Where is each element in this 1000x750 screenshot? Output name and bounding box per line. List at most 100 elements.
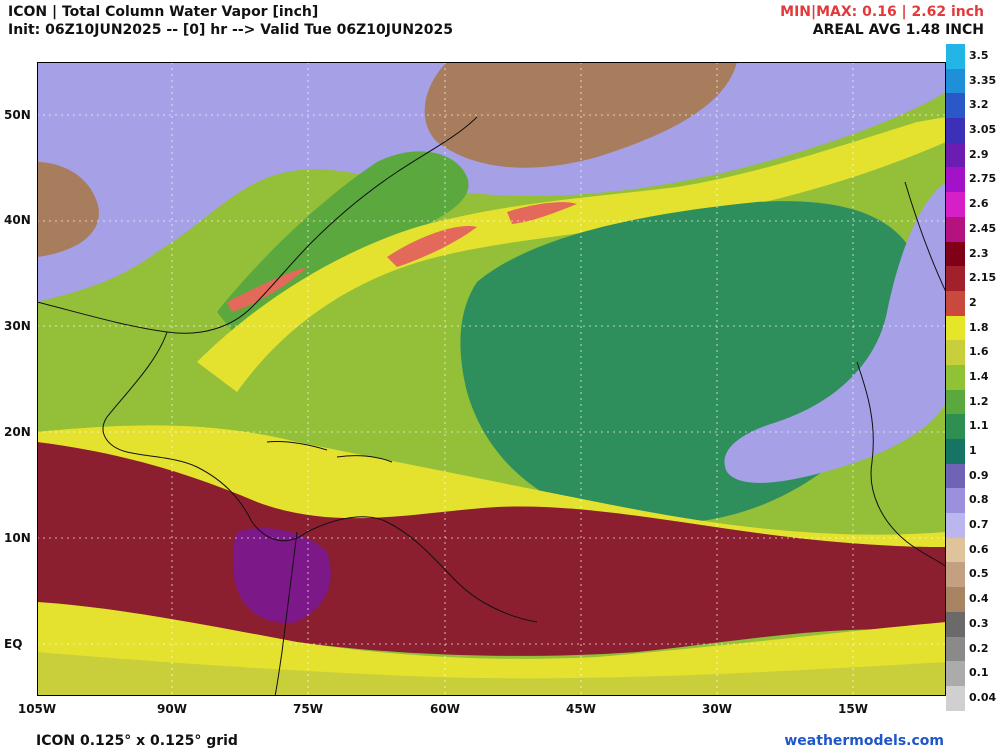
color-scale-swatch <box>946 513 965 538</box>
color-scale-step: 1.8 <box>946 315 1000 341</box>
color-scale-label: 2.9 <box>969 147 989 161</box>
color-scale-swatch <box>946 537 965 563</box>
lat-label-eq: EQ <box>4 637 23 651</box>
color-scale-label: 2.6 <box>969 197 989 211</box>
color-scale-label: 3.5 <box>969 49 989 62</box>
color-scale-label: 1.2 <box>969 394 989 408</box>
lat-label-10n: 10N <box>4 531 31 545</box>
color-scale-swatch <box>946 661 965 686</box>
lon-label-45w: 45W <box>566 702 596 716</box>
southern-green-edge <box>37 652 946 696</box>
color-scale-step: 0.8 <box>946 488 1000 514</box>
color-scale-label: 0.9 <box>969 468 989 482</box>
lon-label-90w: 90W <box>157 702 187 716</box>
color-scale-swatch <box>946 389 965 415</box>
map-frame <box>37 62 946 696</box>
lon-label-75w: 75W <box>293 702 323 716</box>
color-scale-label: 2.3 <box>969 246 989 260</box>
lon-label-60w: 60W <box>430 702 460 716</box>
color-scale-step: 1.2 <box>946 389 1000 415</box>
color-scale-label: 3.2 <box>969 98 989 112</box>
color-scale-step: 0.04 <box>946 685 1000 711</box>
dry-plume-east <box>724 182 946 483</box>
dry-brown-central-us <box>37 162 99 257</box>
color-scale-label: 0.4 <box>969 592 989 606</box>
color-scale-step: 0.2 <box>946 636 1000 662</box>
map-subtitle: Init: 06Z10JUN2025 -- [0] hr --> Valid T… <box>8 22 453 38</box>
color-scale-swatch <box>946 167 965 193</box>
color-scale-step: 1.1 <box>946 414 1000 439</box>
color-scale-step: 0.9 <box>946 463 1000 489</box>
color-scale-label: 1 <box>969 444 977 457</box>
color-scale-label: 0.04 <box>969 690 997 704</box>
color-scale-swatch <box>946 68 965 94</box>
color-scale-swatch <box>946 636 965 662</box>
color-scale-label: 1.8 <box>969 320 989 334</box>
color-scale-step: 0.7 <box>946 513 1000 538</box>
salmon-streak-3 <box>227 267 307 312</box>
color-scale-swatch <box>946 216 965 242</box>
color-scale-step: 1.4 <box>946 364 1000 390</box>
color-scale-label: 0.2 <box>969 641 989 655</box>
color-scale-label: 3.35 <box>969 73 997 87</box>
color-scale-step: 0.5 <box>946 562 1000 588</box>
color-scale-step: 2.45 <box>946 216 1000 242</box>
color-scale-swatch <box>946 266 965 291</box>
color-scale-label: 2.75 <box>969 172 997 186</box>
lat-label-20n: 20N <box>4 425 31 439</box>
dry-brown-north-atlantic <box>424 62 737 168</box>
color-scale-swatch <box>946 142 965 168</box>
lon-label-15w: 15W <box>838 702 868 716</box>
color-scale-step: 2.15 <box>946 266 1000 291</box>
color-scale-step: 2.6 <box>946 192 1000 217</box>
color-scale-step: 2.9 <box>946 142 1000 168</box>
color-scale-label: 2.15 <box>969 271 997 285</box>
map-canvas <box>37 62 946 696</box>
color-scale-step: 2.75 <box>946 167 1000 193</box>
color-scale-step: 2 <box>946 290 1000 316</box>
salmon-streak-2 <box>507 202 577 224</box>
color-scale-swatch <box>946 685 965 711</box>
color-scale-swatch <box>946 118 965 143</box>
graticule <box>37 62 946 696</box>
color-scale-label: 0.6 <box>969 542 989 556</box>
color-scale-step: 3.35 <box>946 68 1000 94</box>
grid-resolution-note: ICON 0.125° x 0.125° grid <box>36 733 238 749</box>
map-title: ICON | Total Column Water Vapor [inch] <box>8 4 319 20</box>
min-max-readout: MIN|MAX: 0.16 | 2.62 inch <box>780 4 984 20</box>
source-credit: weathermodels.com <box>784 733 944 749</box>
color-scale-swatch <box>946 562 965 588</box>
color-scale-swatch <box>946 414 965 439</box>
color-scale-swatch <box>946 463 965 489</box>
color-scale-swatch <box>946 364 965 390</box>
color-scale-legend: 3.5 3.35 3.2 3.05 2.9 2.75 2.6 2.45 2.3 2.15 2 1.8 1… <box>946 44 1000 711</box>
color-scale-swatch <box>946 93 965 119</box>
color-scale-swatch <box>946 340 965 365</box>
color-scale-swatch <box>946 192 965 217</box>
color-scale-swatch <box>946 488 965 514</box>
color-scale-step: 3.2 <box>946 93 1000 119</box>
color-scale-step: 3.05 <box>946 118 1000 143</box>
color-scale-label: 2.45 <box>969 221 997 235</box>
color-scale-step: 2.3 <box>946 241 1000 267</box>
color-scale-label: 0.3 <box>969 616 989 630</box>
color-scale-label: 1.6 <box>969 345 989 359</box>
dry-lavender-northern <box>37 62 946 302</box>
color-scale-step: 1 <box>946 439 1000 464</box>
lon-label-105w: 105W <box>17 702 57 716</box>
color-scale-swatch <box>946 241 965 267</box>
salmon-streak-1 <box>387 226 477 267</box>
color-scale-label: 0.8 <box>969 493 989 507</box>
color-scale-label: 0.7 <box>969 518 989 532</box>
coastlines <box>37 116 946 696</box>
lat-label-40n: 40N <box>4 213 31 227</box>
color-scale-swatch <box>946 587 965 612</box>
lon-label-30w: 30W <box>702 702 732 716</box>
yellow-moisture-band <box>197 117 946 392</box>
color-scale-label: 3.05 <box>969 123 997 137</box>
color-scale-step: 0.4 <box>946 587 1000 612</box>
color-scale-swatch <box>946 290 965 316</box>
very-moist-colombia <box>232 528 331 623</box>
color-scale-step: 0.6 <box>946 537 1000 563</box>
lat-label-30n: 30N <box>4 319 31 333</box>
